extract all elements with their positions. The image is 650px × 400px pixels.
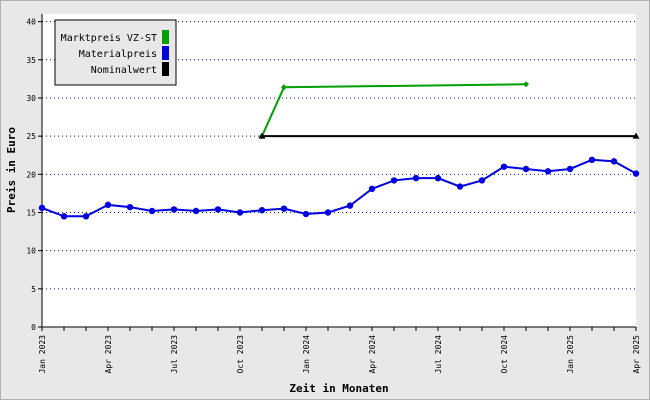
- data-point: [170, 206, 178, 213]
- data-point: [302, 210, 310, 218]
- legend-swatch: [162, 62, 169, 76]
- data-point: [38, 204, 46, 212]
- x-tick-label: Jul 2024: [434, 335, 443, 374]
- x-tick-label: Oct 2023: [236, 335, 245, 374]
- data-point: [281, 84, 287, 91]
- data-point: [522, 165, 530, 173]
- data-point: [214, 206, 222, 213]
- data-point: [456, 183, 464, 190]
- x-tick-label: Jan 2025: [566, 335, 575, 374]
- data-point: [236, 209, 244, 216]
- data-point: [346, 202, 354, 209]
- axes: [41, 14, 636, 328]
- series-nominalwert: [258, 132, 640, 139]
- y-tick-label: 20: [26, 170, 36, 179]
- data-point: [478, 177, 486, 184]
- data-point: [82, 213, 90, 220]
- y-ticks: 0 5 10 15 20 25 30 35 40: [26, 18, 42, 332]
- data-point: [258, 132, 266, 139]
- series-line: [41, 158, 637, 218]
- legend-label: Nominalwert: [91, 65, 157, 76]
- data-point: [523, 81, 529, 88]
- x-tick-label: Apr 2025: [632, 335, 641, 374]
- legend-label: Materialpreis: [79, 49, 157, 60]
- data-point: [434, 174, 442, 182]
- y-tick-label: 30: [26, 94, 36, 103]
- y-axis-title: Preis in Euro: [5, 127, 18, 213]
- x-tick-label: Jan 2024: [302, 335, 311, 374]
- data-point: [544, 168, 552, 175]
- y-tick-label: 25: [26, 132, 36, 141]
- x-tick-label: Oct 2024: [500, 335, 509, 374]
- legend-swatch: [162, 30, 169, 44]
- data-point: [192, 207, 200, 215]
- data-point: [60, 213, 68, 220]
- series-materialpreis: [38, 156, 640, 220]
- data-point: [610, 158, 618, 165]
- y-tick-label: 5: [31, 285, 36, 294]
- legend-label: Marktpreis VZ-ST: [61, 33, 157, 44]
- data-point: [500, 163, 508, 170]
- x-tick-label: Jan 2023: [38, 335, 47, 374]
- data-point: [104, 201, 112, 209]
- data-point: [148, 207, 156, 215]
- legend: Marktpreis VZ-ST Materialpreis Nominalwert: [54, 19, 177, 86]
- x-tick-label: Apr 2024: [368, 335, 377, 374]
- y-tick-label: 15: [26, 208, 36, 217]
- y-tick-label: 0: [31, 323, 36, 332]
- x-axis-title: Zeit in Monaten: [289, 382, 388, 395]
- data-point: [126, 203, 134, 211]
- data-point: [280, 205, 288, 212]
- legend-swatch: [162, 46, 169, 60]
- data-point: [632, 170, 640, 177]
- x-ticks: Jan 2023 Apr 2023 Jul 2023 Oct 2023 Jan 2024…: [38, 327, 641, 374]
- data-point: [412, 174, 420, 182]
- data-point: [566, 165, 574, 173]
- y-tick-label: 35: [26, 56, 36, 65]
- series-marktpreis-vz-st: [259, 81, 529, 140]
- data-point: [390, 177, 398, 184]
- series: [38, 81, 640, 220]
- data-point: [324, 209, 332, 216]
- y-tick-label: 40: [26, 18, 36, 27]
- data-point: [632, 132, 640, 139]
- x-tick-label: Apr 2023: [104, 335, 113, 374]
- data-point: [258, 206, 266, 214]
- data-point: [368, 185, 376, 193]
- legend-box: [54, 19, 177, 86]
- data-point: [588, 156, 596, 164]
- x-tick-label: Jul 2023: [170, 335, 179, 374]
- y-tick-label: 10: [26, 247, 36, 256]
